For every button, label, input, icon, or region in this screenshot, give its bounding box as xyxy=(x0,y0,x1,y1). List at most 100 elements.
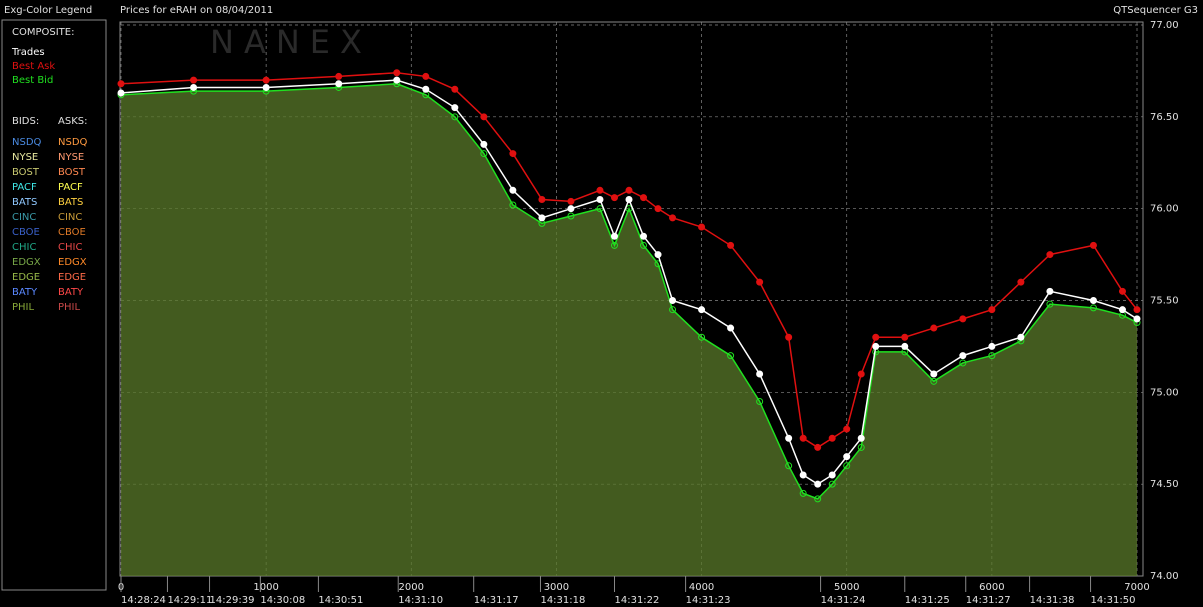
point xyxy=(843,453,851,461)
legend-ask: EDGX xyxy=(58,257,87,268)
x-tick-label: 1000 xyxy=(253,582,278,593)
time-label: 14:31:10 xyxy=(398,595,443,606)
legend-ask: NSDQ xyxy=(58,137,88,148)
point xyxy=(756,398,764,406)
time-label: 14:31:22 xyxy=(614,595,659,606)
legend-ask: PACF xyxy=(58,182,83,193)
point xyxy=(596,186,604,194)
series-line xyxy=(120,79,1138,486)
point xyxy=(1118,287,1126,295)
point xyxy=(828,471,836,479)
point xyxy=(610,232,618,240)
point xyxy=(901,342,909,350)
legend-bid: NSDQ xyxy=(12,137,42,148)
legend-bid: PHIL xyxy=(12,302,34,313)
legend-bid: BATS xyxy=(12,197,37,208)
point xyxy=(857,443,865,451)
point xyxy=(930,370,938,378)
y-tick-label: 76.50 xyxy=(1150,112,1179,123)
time-label: 14:31:18 xyxy=(540,595,585,606)
point xyxy=(1089,297,1097,304)
point xyxy=(785,434,793,442)
time-label: 14:31:25 xyxy=(905,595,950,606)
point xyxy=(262,83,270,91)
point xyxy=(610,241,618,249)
point xyxy=(756,370,764,378)
point xyxy=(393,76,401,84)
point xyxy=(727,324,735,332)
legend-bid: EDGX xyxy=(12,257,41,268)
y-tick-label: 74.00 xyxy=(1150,571,1179,582)
point xyxy=(669,306,677,314)
time-label: 14:31:27 xyxy=(966,595,1011,606)
point xyxy=(698,333,706,341)
point xyxy=(857,370,865,378)
point xyxy=(901,333,909,341)
point xyxy=(625,186,633,194)
point xyxy=(1046,287,1054,295)
point xyxy=(1089,241,1097,249)
series-line xyxy=(120,72,1138,449)
legend-ask: CINC xyxy=(58,212,82,223)
point xyxy=(654,251,662,259)
legend-composite: COMPOSITE: xyxy=(12,27,74,38)
point xyxy=(799,434,807,442)
point xyxy=(509,150,517,158)
legend-ask: CBOE xyxy=(58,227,86,238)
point xyxy=(756,278,764,286)
legend-bid: BATY xyxy=(12,287,38,298)
legend-ask: CHIC xyxy=(58,242,82,253)
time-label: 14:30:51 xyxy=(318,595,363,606)
point xyxy=(698,223,706,231)
point xyxy=(567,212,575,220)
point xyxy=(843,425,851,433)
legend-ask: BATS xyxy=(58,197,83,208)
point xyxy=(480,140,488,148)
time-label: 14:31:24 xyxy=(821,595,866,606)
point xyxy=(785,462,793,470)
point xyxy=(640,232,648,240)
legend-bid: CBOE xyxy=(12,227,40,238)
point xyxy=(698,306,706,314)
x-tick-label: 4000 xyxy=(689,582,714,593)
point xyxy=(988,342,996,350)
point xyxy=(1017,278,1025,286)
point xyxy=(422,72,430,80)
point xyxy=(596,195,604,203)
y-tick-label: 76.00 xyxy=(1150,204,1179,215)
legend-ask: BOST xyxy=(58,167,86,178)
point xyxy=(727,352,735,360)
point xyxy=(538,195,546,203)
point xyxy=(640,241,648,249)
point xyxy=(785,333,793,341)
y-tick-label: 77.00 xyxy=(1150,20,1179,31)
point xyxy=(625,195,633,203)
point xyxy=(669,297,677,304)
legend-bids: BIDS: xyxy=(12,116,39,127)
point xyxy=(814,495,822,503)
legend-bid: BOST xyxy=(12,167,40,178)
point xyxy=(1089,304,1097,312)
time-label: 14:31:17 xyxy=(474,595,519,606)
legend-panel xyxy=(1,19,107,591)
watermark: NANEX xyxy=(210,23,372,61)
point xyxy=(814,443,822,451)
legend-bid: EDGE xyxy=(12,272,40,283)
point xyxy=(538,214,546,222)
point xyxy=(1118,306,1126,314)
point xyxy=(1133,306,1141,314)
point xyxy=(843,462,851,470)
x-tick-label: 3000 xyxy=(544,582,569,593)
time-label: 14:31:50 xyxy=(1091,595,1136,606)
point xyxy=(335,80,343,88)
point xyxy=(451,85,459,93)
legend-bid: CHIC xyxy=(12,242,36,253)
point xyxy=(509,186,517,194)
legend-bid: NYSE xyxy=(12,152,38,163)
legend-entry: Trades xyxy=(11,47,45,58)
point xyxy=(262,76,270,84)
time-label: 14:30:08 xyxy=(260,595,305,606)
point xyxy=(480,113,488,121)
point xyxy=(190,76,198,84)
point xyxy=(451,104,459,112)
